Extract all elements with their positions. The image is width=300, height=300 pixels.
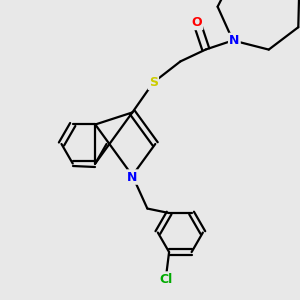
- Text: Cl: Cl: [160, 273, 173, 286]
- Text: N: N: [127, 171, 137, 184]
- Text: S: S: [149, 76, 158, 89]
- Text: O: O: [191, 16, 202, 29]
- Text: N: N: [229, 34, 239, 47]
